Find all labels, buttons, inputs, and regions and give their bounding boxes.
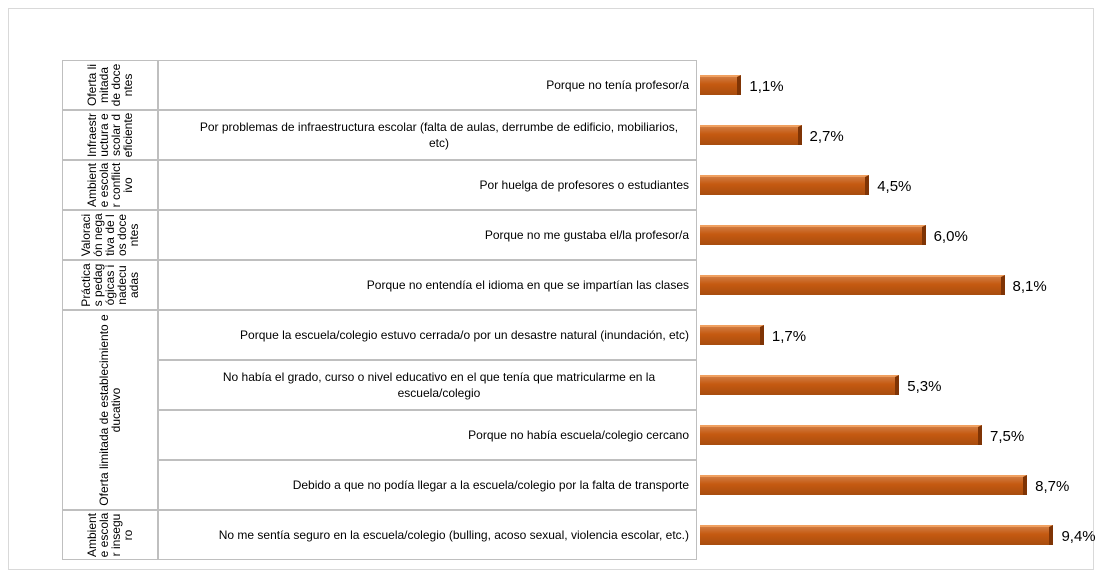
category-box: Por problemas de infraestructura escolar…: [168, 110, 689, 160]
bar: [700, 225, 926, 245]
category-box: Debido a que no podía llegar a la escuel…: [168, 460, 689, 510]
group-cell: [62, 510, 158, 560]
value-label: 6,0%: [933, 228, 968, 245]
category-box: Porque no me gustaba el/la profesor/a: [168, 210, 689, 260]
group-cell: [62, 310, 158, 510]
category-label: Porque no entendía el idioma en que se i…: [366, 278, 689, 292]
category-cell: [158, 60, 697, 110]
bar: [700, 275, 1005, 295]
category-label: Por huelga de profesores o estudiantes: [479, 178, 689, 192]
category-label: No me sentía seguro en la escuela/colegi…: [218, 528, 689, 542]
bar: [700, 325, 764, 345]
group-label: Valoración negativa de los docentes: [79, 213, 141, 257]
value-label: 4,5%: [877, 178, 912, 195]
group-label: Ambiente escolar conflictivo: [85, 162, 135, 208]
chart-frame: [8, 8, 1094, 570]
bar: [700, 425, 982, 445]
category-cell: [158, 110, 697, 160]
category-label: Porque la escuela/colegio estuvo cerrada…: [240, 328, 689, 342]
bar: [700, 375, 900, 395]
group-label: Ambiente escolar inseguro: [85, 512, 135, 558]
value-label: 9,4%: [1061, 528, 1096, 545]
value-label: 1,7%: [771, 328, 807, 345]
bar: [700, 75, 742, 95]
value-label: 1,1%: [749, 78, 784, 95]
category-cell: [158, 310, 697, 360]
bar: [700, 525, 1054, 545]
bar: [700, 175, 870, 195]
value-label: 8,1%: [1012, 278, 1047, 295]
category-cell: [158, 260, 697, 310]
bar: [700, 475, 1028, 495]
group-label: Oferta limitada de docentes: [85, 63, 135, 107]
category-cell: [158, 460, 697, 510]
bar: [700, 125, 802, 145]
category-label: Porque no me gustaba el/la profesor/a: [484, 228, 689, 242]
value-label: 5,3%: [907, 378, 942, 395]
category-cell: [158, 210, 697, 260]
category-box: No había el grado, curso o nivel educati…: [168, 360, 689, 410]
category-box: Porque no había escuela/colegio cercano: [168, 410, 689, 460]
group-cell: [62, 160, 158, 210]
category-box: Porque no entendía el idioma en que se i…: [168, 260, 689, 310]
group-cell: [62, 210, 158, 260]
group-cell: [62, 110, 158, 160]
category-box: Porque la escuela/colegio estuvo cerrada…: [168, 310, 689, 360]
value-label: 7,5%: [990, 428, 1025, 445]
category-box: Por huelga de profesores o estudiantes: [168, 160, 689, 210]
category-cell: [158, 410, 697, 460]
category-cell: [158, 160, 697, 210]
category-label: No había el grado, curso o nivel educati…: [222, 370, 656, 400]
group-label: Infraestructura escolar deficiente: [85, 112, 135, 158]
category-cell: [158, 510, 697, 560]
value-label: 8,7%: [1035, 478, 1070, 495]
category-label: Debido a que no podía llegar a la escuel…: [292, 478, 689, 492]
category-label: Porque no tenía profesor/a: [546, 78, 689, 92]
group-cell: [62, 260, 158, 310]
group-label: Prácticas pedagógicas inadecuadas: [79, 263, 141, 307]
category-cell: [158, 360, 697, 410]
group-cell: [62, 60, 158, 110]
value-label: 2,7%: [809, 128, 844, 145]
category-box: Porque no tenía profesor/a: [168, 60, 689, 110]
category-label: Porque no había escuela/colegio cercano: [468, 428, 689, 442]
group-label: Oferta limitada de establecimiento educa…: [97, 314, 123, 506]
category-box: No me sentía seguro en la escuela/colegi…: [168, 510, 689, 560]
category-label: Por problemas de infraestructura escolar…: [199, 120, 679, 150]
